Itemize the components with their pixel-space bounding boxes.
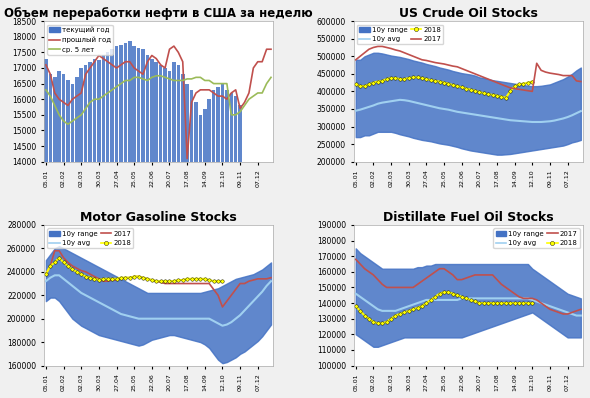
Bar: [150, 59, 153, 398]
Bar: [155, 62, 158, 398]
Bar: [128, 41, 132, 398]
Title: US Crude Oil Stocks: US Crude Oil Stocks: [399, 7, 537, 20]
Legend: 10y range, 10y avg, 2018, 2017: 10y range, 10y avg, 2018, 2017: [357, 25, 443, 44]
Bar: [110, 49, 114, 398]
Bar: [172, 62, 176, 398]
Bar: [75, 77, 78, 398]
Bar: [80, 68, 83, 398]
Bar: [208, 99, 211, 398]
Legend: 10y range, 10y avg, 2017, 2018: 10y range, 10y avg, 2017, 2018: [493, 228, 579, 248]
Bar: [203, 109, 206, 398]
Bar: [141, 49, 145, 398]
Bar: [137, 48, 140, 398]
Title: Объем переработки нефти в США за неделю: Объем переработки нефти в США за неделю: [4, 7, 313, 20]
Bar: [66, 80, 70, 398]
Bar: [88, 62, 92, 398]
Bar: [159, 65, 162, 398]
Bar: [71, 84, 74, 398]
Legend: текущий год, прошлый год, ср. 5 лет: текущий год, прошлый год, ср. 5 лет: [47, 25, 113, 55]
Bar: [176, 65, 180, 398]
Bar: [84, 65, 87, 398]
Bar: [199, 115, 202, 398]
Bar: [62, 74, 65, 398]
Bar: [221, 84, 224, 398]
Title: Distillate Fuel Oil Stocks: Distillate Fuel Oil Stocks: [383, 211, 553, 224]
Bar: [212, 90, 215, 398]
Bar: [238, 105, 242, 398]
Title: Motor Gasoline Stocks: Motor Gasoline Stocks: [80, 211, 237, 224]
Legend: 10y range, 10y avg, 2017, 2018: 10y range, 10y avg, 2017, 2018: [47, 228, 133, 248]
Bar: [44, 59, 48, 398]
Bar: [97, 60, 101, 398]
Bar: [119, 45, 123, 398]
Bar: [181, 74, 185, 398]
Bar: [115, 46, 119, 398]
Bar: [230, 93, 233, 398]
Bar: [101, 55, 105, 398]
Bar: [93, 59, 96, 398]
Bar: [53, 77, 57, 398]
Bar: [217, 87, 220, 398]
Bar: [194, 102, 198, 398]
Bar: [48, 74, 52, 398]
Bar: [168, 71, 171, 398]
Bar: [57, 71, 61, 398]
Bar: [123, 43, 127, 398]
Bar: [106, 53, 110, 398]
Bar: [185, 84, 189, 398]
Bar: [225, 90, 229, 398]
Bar: [163, 68, 167, 398]
Bar: [190, 90, 194, 398]
Bar: [132, 46, 136, 398]
Bar: [146, 55, 149, 398]
Bar: [234, 96, 237, 398]
